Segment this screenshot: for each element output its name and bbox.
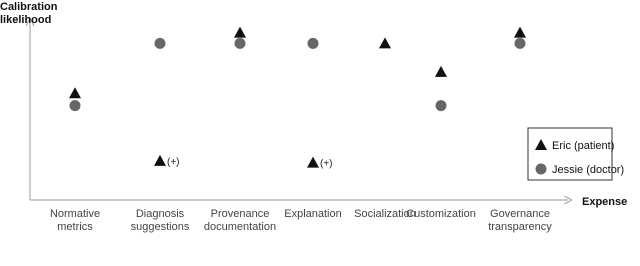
triangle-marker xyxy=(435,65,447,77)
x-tick-label: Customization xyxy=(406,208,476,220)
triangle-marker xyxy=(69,87,81,99)
circle-marker xyxy=(69,100,81,112)
x-tick-label: Provenance documentation xyxy=(204,208,276,233)
legend-label: Jessie (doctor) xyxy=(552,164,624,176)
circle-marker xyxy=(234,37,246,49)
annotation: (+) xyxy=(320,159,333,170)
x-tick-label: Explanation xyxy=(284,208,342,220)
circle-marker xyxy=(154,37,166,49)
triangle-marker xyxy=(307,156,319,168)
triangle-marker xyxy=(379,37,391,49)
legend-marker xyxy=(535,163,547,175)
annotation: (+) xyxy=(167,157,180,168)
x-tick-label: Governance transparency xyxy=(488,208,552,233)
circle-marker xyxy=(514,37,526,49)
circle-marker xyxy=(307,37,319,49)
legend-label: Eric (patient) xyxy=(552,140,614,152)
legend-box xyxy=(527,127,613,181)
circle-marker xyxy=(435,100,447,112)
x-tick-label: Diagnosis suggestions xyxy=(131,208,190,233)
legend-marker xyxy=(535,139,547,150)
triangle-marker xyxy=(514,26,526,38)
x-axis-label: Expense xyxy=(582,196,627,208)
x-tick-label: Socialization xyxy=(354,208,416,220)
y-axis-label: Calibration likelihood xyxy=(0,1,58,26)
triangle-marker xyxy=(234,26,246,38)
triangle-marker xyxy=(154,154,166,166)
x-tick-label: Normative metrics xyxy=(50,208,100,233)
